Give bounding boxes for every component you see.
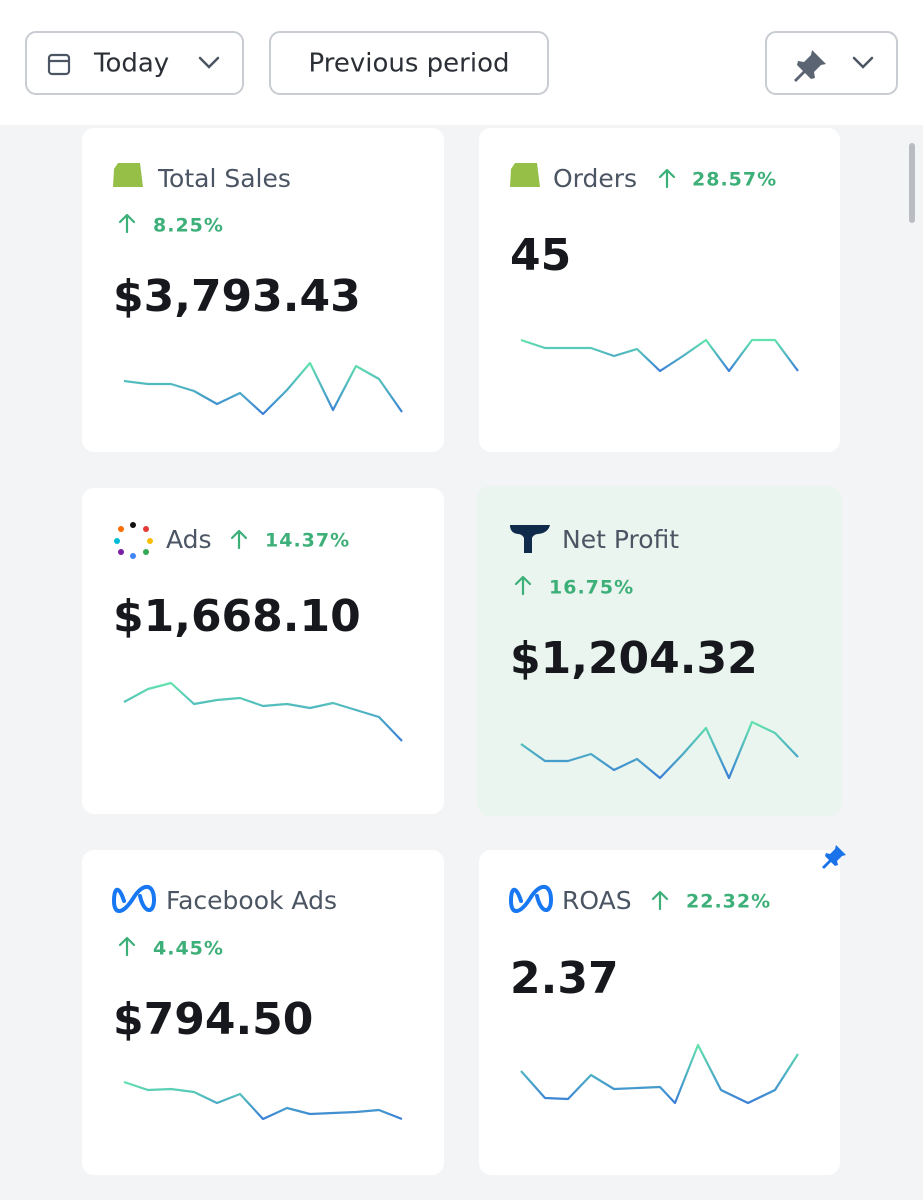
meta-icon	[111, 884, 157, 913]
change: 22.32%	[686, 891, 771, 913]
sparkline	[520, 720, 799, 780]
shape	[852, 56, 874, 69]
shape	[479, 850, 840, 1175]
shape	[143, 549, 149, 555]
card[interactable]: Facebook Ads 4.45% $794.50	[82, 850, 444, 1175]
up-arrow	[651, 890, 669, 911]
sparkline	[123, 1080, 403, 1121]
up-arrow	[230, 529, 248, 550]
scrollbar	[909, 143, 915, 223]
value: 2.37	[510, 953, 619, 1004]
shape	[477, 486, 842, 816]
meta-icon	[508, 884, 554, 913]
card-title: Ads	[166, 525, 212, 554]
shape	[143, 526, 149, 532]
shape	[765, 31, 898, 95]
pin-icon[interactable]	[822, 845, 846, 869]
value: $1,668.10	[113, 591, 361, 642]
card-title: Total Sales	[157, 164, 291, 193]
shopify-icon	[113, 163, 143, 187]
change: 8.25%	[153, 215, 224, 237]
card[interactable]: Ads 14.37% $1,668.10	[82, 488, 444, 814]
change: 14.37%	[265, 530, 350, 552]
card[interactable]: Orders 28.57% 45	[479, 128, 840, 452]
change: 16.75%	[549, 577, 634, 599]
card-title: Orders	[553, 164, 637, 193]
card[interactable]: Total Sales 8.25% $3,793.43	[82, 128, 444, 452]
change: 28.57%	[692, 169, 777, 191]
up-arrow	[118, 213, 136, 234]
value: $1,204.32	[510, 633, 758, 684]
shape	[269, 31, 549, 95]
sparkline	[520, 338, 799, 373]
sparkline	[123, 681, 403, 742]
card[interactable]: ROAS 22.32% 2.37	[479, 845, 846, 1175]
shape	[479, 128, 840, 452]
up-arrow	[658, 168, 676, 189]
shape	[198, 56, 220, 69]
shape	[118, 526, 124, 532]
date-label: Today	[93, 49, 169, 79]
shape	[130, 553, 136, 559]
value: $794.50	[113, 994, 313, 1045]
shape	[130, 522, 136, 528]
sparkline	[123, 361, 403, 416]
sparkline	[520, 1043, 799, 1105]
change: 4.45%	[153, 938, 224, 960]
up-arrow	[514, 575, 532, 596]
shape	[82, 850, 444, 1175]
ads-icon	[114, 522, 153, 559]
up-arrow	[118, 936, 136, 957]
pin-button[interactable]	[765, 31, 898, 95]
shape	[118, 549, 124, 555]
shopify-icon	[510, 163, 540, 187]
card-title: Net Profit	[562, 525, 679, 554]
card-title: ROAS	[562, 886, 632, 915]
shape	[147, 538, 153, 544]
shape	[794, 50, 826, 82]
card-title: Facebook Ads	[166, 886, 337, 915]
value: 45	[510, 230, 571, 281]
shape	[114, 538, 120, 544]
card[interactable]: Net Profit 16.75% $1,204.32	[477, 486, 842, 816]
date-button[interactable]: Today	[25, 31, 244, 95]
shape	[47, 53, 71, 76]
compare-label: Previous period	[309, 49, 510, 79]
shape	[82, 488, 444, 814]
shape	[25, 31, 244, 95]
compare-button[interactable]: Previous period	[269, 31, 549, 95]
value: $3,793.43	[113, 271, 361, 322]
brand-icon	[510, 525, 550, 553]
